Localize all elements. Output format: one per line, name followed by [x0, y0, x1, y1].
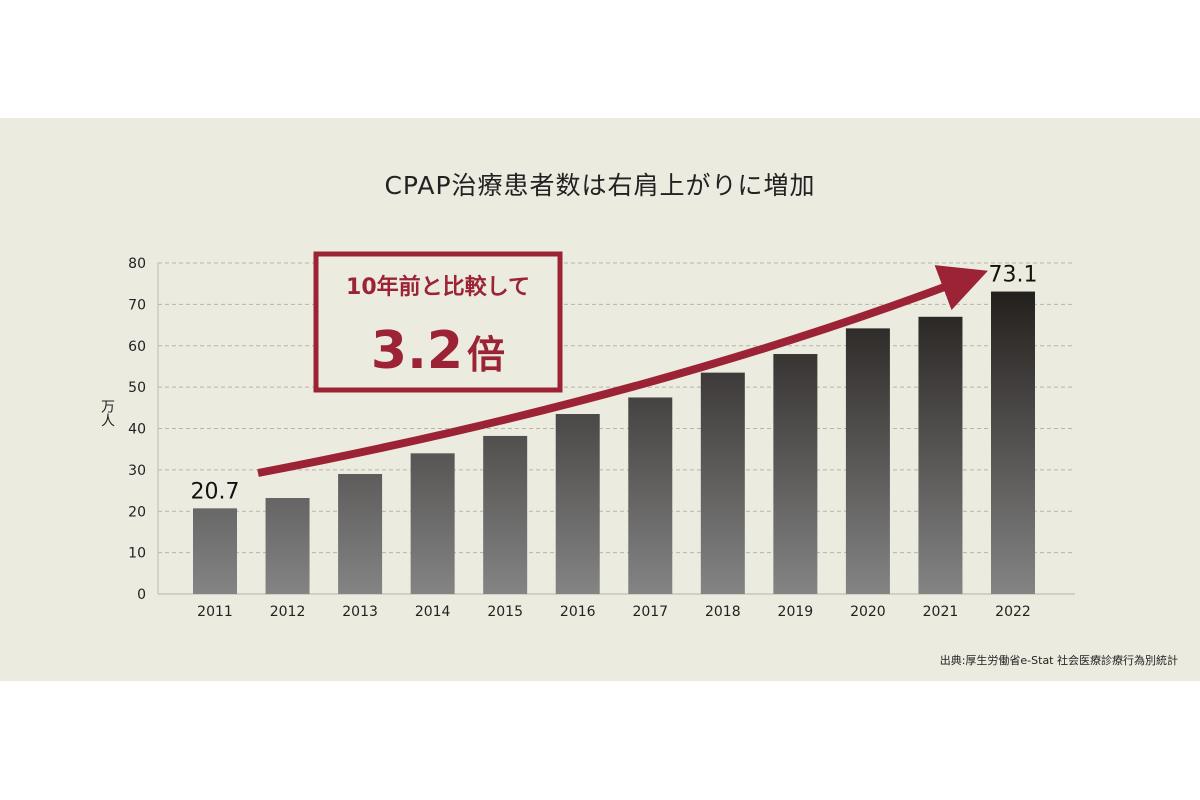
x-tick-label: 2014: [415, 604, 451, 620]
bar-2013: [338, 474, 383, 594]
chart-panel: CPAP治療患者数は右肩上がりに増加 万人 0 10 20 30 40 50 60 70 80 …: [0, 118, 1200, 681]
y-axis-ticks: 0 10 20 30 40 50 60 70 80: [128, 256, 146, 603]
callout-text: 10年前と比較して: [346, 274, 530, 300]
x-tick-label: 2019: [778, 604, 814, 620]
y-tick-label: 80: [128, 256, 146, 272]
y-tick-label: 0: [137, 587, 146, 603]
bar-2015: [483, 435, 528, 594]
bar-2022: [991, 291, 1035, 594]
data-labels: 20.7 73.1: [191, 263, 1038, 505]
y-tick-label: 70: [128, 297, 146, 313]
y-tick-label: 30: [128, 463, 146, 479]
bar-2020: [845, 328, 890, 594]
data-label-2022: 73.1: [989, 263, 1038, 288]
x-tick-label: 2017: [632, 604, 668, 620]
x-tick-label: 2016: [560, 604, 596, 620]
bar-2021: [918, 316, 963, 594]
y-axis-label: 万人: [99, 399, 115, 427]
x-tick-label: 2018: [705, 604, 741, 620]
source-note: 出典:厚生労働省e-Stat 社会医療診療行為別統計: [940, 653, 1178, 667]
bar-2018: [700, 372, 745, 594]
bar-2012: [265, 498, 310, 594]
x-tick-label: 2022: [995, 604, 1031, 620]
x-axis-ticks: 2011 2012 2013 2014 2015 2016 2017 2018 2019 2020…: [197, 604, 1031, 620]
chart-title: CPAP治療患者数は右肩上がりに増加: [384, 171, 815, 200]
y-tick-label: 60: [128, 339, 146, 355]
callout-box: 10年前と比較して 3.2 倍: [313, 251, 563, 393]
y-tick-label: 40: [128, 422, 146, 438]
bar-2017: [628, 397, 673, 594]
x-tick-label: 2013: [342, 604, 378, 620]
bar-2014: [410, 453, 455, 594]
bar-2011: [193, 508, 237, 594]
y-tick-label: 10: [128, 546, 146, 562]
x-tick-label: 2015: [487, 604, 523, 620]
x-tick-label: 2012: [270, 604, 306, 620]
bar-chart: CPAP治療患者数は右肩上がりに増加 万人 01020304050607080 …: [99, 171, 1178, 667]
x-tick-label: 2021: [923, 604, 959, 620]
trend-arrow: [257, 265, 988, 477]
bars: [193, 291, 1035, 594]
x-tick-label: 2011: [197, 604, 233, 620]
callout-value: 3.2 倍: [371, 321, 505, 381]
x-tick-label: 2020: [850, 604, 886, 620]
y-tick-label: 50: [128, 380, 146, 396]
data-label-2011: 20.7: [191, 479, 240, 504]
y-tick-label: 20: [128, 504, 146, 520]
bar-2016: [555, 414, 600, 594]
bar-2019: [773, 354, 818, 594]
